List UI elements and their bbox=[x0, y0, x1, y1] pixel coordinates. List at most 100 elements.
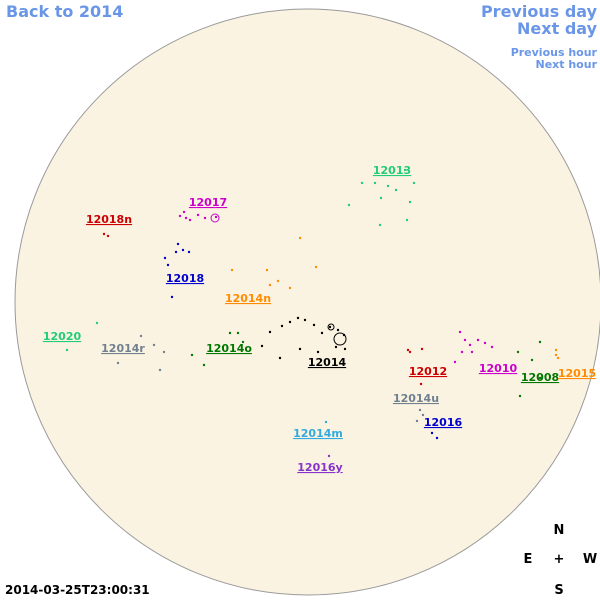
sunspot bbox=[327, 454, 331, 458]
sunspot bbox=[378, 223, 382, 227]
sunspot bbox=[152, 343, 156, 347]
sunspot bbox=[236, 331, 240, 335]
compass-west: W bbox=[583, 552, 597, 567]
sunspot bbox=[328, 325, 332, 329]
region-label[interactable]: 12016y bbox=[297, 461, 342, 474]
sunspot bbox=[158, 368, 162, 372]
sunspot bbox=[412, 181, 416, 185]
region-label[interactable]: 12014o bbox=[206, 342, 252, 355]
region-label[interactable]: 12018 bbox=[166, 272, 204, 285]
sunspot bbox=[303, 318, 307, 322]
sunspot bbox=[435, 436, 439, 440]
sunspot bbox=[210, 213, 220, 223]
sunspot bbox=[421, 413, 425, 417]
sunspot bbox=[196, 213, 200, 217]
sunspot bbox=[288, 320, 292, 324]
sunspot bbox=[403, 168, 407, 172]
sunspot bbox=[483, 341, 487, 345]
sunspot bbox=[202, 363, 206, 367]
sunspot bbox=[333, 332, 347, 346]
sunspot bbox=[347, 203, 351, 207]
sunspot bbox=[166, 263, 170, 267]
solar-disc bbox=[14, 8, 600, 596]
sunspot bbox=[430, 431, 434, 435]
region-label[interactable]: 12014m bbox=[293, 427, 343, 440]
sunspot bbox=[538, 340, 542, 344]
sunspot bbox=[268, 330, 272, 334]
region-label[interactable]: 12012 bbox=[409, 365, 447, 378]
next-day-link[interactable]: Next day bbox=[517, 19, 598, 38]
sunspot bbox=[176, 242, 180, 246]
sunspot bbox=[170, 295, 174, 299]
sunspot bbox=[228, 331, 232, 335]
region-labels: 12013 12017 12018n 12018 12014n 12020 12014r 12… bbox=[43, 164, 596, 474]
compass-south: S bbox=[554, 583, 563, 598]
sunspot bbox=[516, 350, 520, 354]
sunspot bbox=[95, 321, 99, 325]
sunspot bbox=[116, 361, 120, 365]
sunspot bbox=[408, 350, 412, 354]
sunspot bbox=[463, 338, 467, 342]
sunspot bbox=[453, 360, 457, 364]
region-label[interactable]: 12020 bbox=[43, 330, 82, 343]
sunspot bbox=[406, 348, 410, 352]
sunspot bbox=[554, 348, 558, 352]
sunspot bbox=[280, 324, 284, 328]
compass-center: + bbox=[554, 552, 565, 567]
sunspot bbox=[343, 347, 347, 351]
sunspot bbox=[314, 265, 318, 269]
region-label[interactable]: 12016 bbox=[424, 416, 463, 429]
sunspot bbox=[162, 350, 166, 354]
sunspot bbox=[230, 268, 234, 272]
sunspot bbox=[178, 214, 182, 218]
sunspot bbox=[373, 181, 377, 185]
sunspot bbox=[419, 382, 423, 386]
sunspot bbox=[214, 215, 218, 219]
sunspot bbox=[276, 279, 280, 283]
region-label[interactable]: 12013 bbox=[373, 164, 411, 177]
region-label[interactable]: 12015 bbox=[558, 367, 596, 380]
region-label[interactable]: 12014 bbox=[308, 356, 347, 369]
sunspot bbox=[408, 200, 412, 204]
region-label[interactable]: 12010 bbox=[479, 362, 518, 375]
region-label[interactable]: 12008 bbox=[521, 371, 559, 384]
sunspot bbox=[174, 250, 178, 254]
next-hour-link[interactable]: Next hour bbox=[536, 58, 598, 71]
sunspot bbox=[470, 350, 474, 354]
region-label[interactable]: 12014u bbox=[393, 392, 439, 405]
sunspot bbox=[379, 196, 383, 200]
sunspot bbox=[554, 353, 558, 357]
sunspot bbox=[420, 347, 424, 351]
sunspot bbox=[556, 356, 560, 360]
previous-hour-link[interactable]: Previous hour bbox=[511, 46, 598, 59]
region-label[interactable]: 12014r bbox=[101, 342, 145, 355]
sunspot bbox=[241, 340, 245, 344]
sunspot bbox=[386, 184, 390, 188]
sunspot bbox=[106, 234, 110, 238]
sunspot bbox=[327, 323, 335, 331]
sunspot bbox=[334, 345, 338, 349]
sunspot bbox=[468, 343, 472, 347]
previous-day-link[interactable]: Previous day bbox=[481, 2, 598, 21]
sunspot bbox=[181, 248, 185, 252]
sunspot bbox=[538, 376, 542, 380]
region-label[interactable]: 12018n bbox=[86, 213, 132, 226]
sunspot bbox=[139, 334, 143, 338]
sunspot bbox=[184, 216, 188, 220]
sunspot bbox=[316, 350, 320, 354]
sunspot bbox=[490, 345, 494, 349]
sunspot bbox=[187, 250, 191, 254]
back-link[interactable]: Back to 2014 bbox=[6, 2, 123, 21]
sunspot bbox=[188, 218, 192, 222]
region-label[interactable]: 12017 bbox=[189, 196, 227, 209]
sunspot bbox=[418, 408, 422, 412]
sunspot bbox=[190, 353, 194, 357]
sunspot bbox=[298, 236, 302, 240]
region-label[interactable]: 12014n bbox=[225, 292, 271, 305]
sunspot bbox=[460, 350, 464, 354]
sunspot bbox=[360, 181, 364, 185]
sunspots bbox=[65, 168, 560, 458]
sunspot bbox=[312, 323, 316, 327]
sunspot bbox=[265, 268, 269, 272]
sunspot bbox=[320, 331, 324, 335]
